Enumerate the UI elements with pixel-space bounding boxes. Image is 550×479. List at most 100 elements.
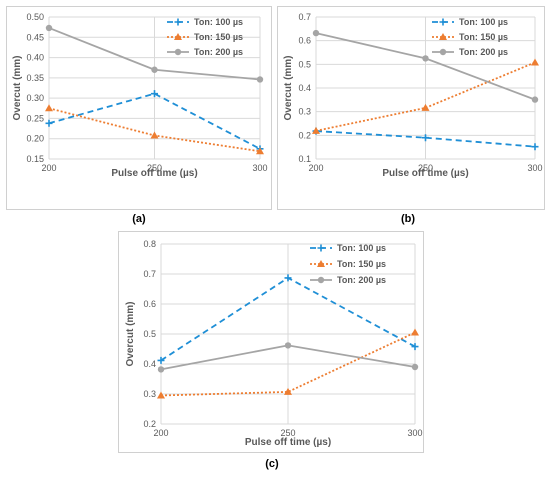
- data-point: [45, 24, 53, 32]
- data-point: [150, 131, 159, 139]
- y-tick-label: 0.7: [143, 269, 156, 279]
- data-point: [312, 29, 320, 37]
- y-tick-label: 0.25: [26, 113, 44, 123]
- series-3: [45, 24, 264, 83]
- panel-label-c: (c): [265, 458, 279, 470]
- y-tick-label: 0.45: [26, 32, 44, 42]
- y-tick-label: 0.3: [298, 107, 311, 117]
- legend-marker: [317, 244, 325, 252]
- legend-marker: [174, 48, 182, 56]
- legend-marker: [439, 33, 447, 40]
- y-tick-label: 0.5: [298, 59, 311, 69]
- data-point: [312, 126, 320, 134]
- x-tick-label: 250: [147, 163, 162, 173]
- data-point: [531, 96, 539, 103]
- legend-marker: [174, 18, 182, 26]
- series-3: [157, 342, 419, 373]
- y-tick-label: 0.6: [143, 299, 156, 309]
- x-tick-label: 200: [308, 163, 323, 173]
- chart-panel-a: 0.15 0.20 0.25 0.30 0.35 0.40 0.45 0.50 200 250 30…: [6, 6, 272, 210]
- series-line: [160, 331, 416, 397]
- y-tick-label: 0.5: [143, 329, 156, 339]
- data-point: [45, 119, 53, 127]
- chart-c-svg: 0.2 0.3 0.4 0.5 0.6 0.7 0.8 200 250 300 Pulse off …: [125, 239, 423, 448]
- legend-label: Ton: 100 µs: [337, 243, 386, 253]
- legend-label: Ton: 150 µs: [459, 32, 508, 42]
- data-point: [284, 342, 292, 349]
- legend-marker: [439, 18, 447, 26]
- y-tick-label: 0.35: [26, 73, 44, 83]
- legend-label: Ton: 150 µs: [337, 259, 386, 269]
- data-point: [531, 58, 539, 66]
- x-tick-label: 300: [527, 163, 542, 173]
- y-tick-label: 0.7: [298, 12, 311, 22]
- legend-entry-2: Ton: 150 µs: [167, 32, 243, 42]
- legend-label: Ton: 200 µs: [459, 47, 508, 57]
- legend-marker: [174, 33, 182, 40]
- data-point: [411, 328, 419, 336]
- data-point: [422, 134, 429, 142]
- data-point: [284, 387, 292, 395]
- series-1: [157, 274, 419, 364]
- x-axis-label: Pulse off time (µs): [111, 168, 197, 179]
- x-tick-label: 200: [41, 163, 56, 173]
- legend-entry-3: Ton: 200 µs: [310, 275, 386, 285]
- data-point: [411, 343, 419, 351]
- y-tick-label: 0.8: [143, 239, 156, 249]
- y-tick-label: 0.50: [26, 12, 44, 22]
- series-2: [312, 58, 539, 134]
- y-tick-label: 0.4: [298, 83, 311, 93]
- y-tick-label: 0.4: [143, 359, 156, 369]
- legend-marker: [317, 260, 325, 267]
- data-point: [421, 103, 430, 111]
- legend-label: Ton: 100 µs: [459, 17, 508, 27]
- data-point: [256, 76, 264, 83]
- data-point: [422, 55, 429, 62]
- y-tick-label: 0.20: [26, 134, 44, 144]
- legend-label: Ton: 150 µs: [194, 32, 243, 42]
- x-axis-label: Pulse off time (µs): [245, 437, 331, 448]
- y-tick-label: 0.2: [298, 130, 311, 140]
- legend-entry-2: Ton: 150 µs: [432, 32, 508, 42]
- legend-marker: [439, 48, 447, 56]
- y-tick-label: 0.40: [26, 53, 44, 63]
- data-point: [256, 147, 264, 155]
- legend-entry-3: Ton: 200 µs: [167, 47, 243, 57]
- data-point: [531, 143, 539, 151]
- data-point: [157, 356, 165, 364]
- y-tick-label: 0.1: [298, 154, 311, 164]
- x-tick-label: 300: [407, 428, 422, 438]
- chart-b-svg: 0.1 0.2 0.3 0.4 0.5 0.6 0.7 200 250 300 Pulse off …: [283, 12, 543, 179]
- series-line: [315, 61, 536, 132]
- series-line: [315, 130, 536, 148]
- chart-panel-c: 0.2 0.3 0.4 0.5 0.6 0.7 0.8 200 250 300 Pulse off …: [118, 231, 424, 453]
- x-axis-label: Pulse off time (µs): [382, 168, 468, 179]
- data-point: [157, 391, 165, 399]
- legend-entry-1: Ton: 100 µs: [432, 17, 508, 27]
- y-axis-label: Overcut (mm): [125, 301, 136, 366]
- data-point: [284, 274, 292, 282]
- data-point: [411, 363, 419, 371]
- legend-entry-2: Ton: 150 µs: [310, 259, 386, 269]
- chart-a-svg: 0.15 0.20 0.25 0.30 0.35 0.40 0.45 0.50 200 250 30…: [12, 12, 268, 179]
- y-tick-label: 0.6: [298, 36, 311, 46]
- panel-label-a: (a): [132, 213, 146, 225]
- legend-entry-1: Ton: 100 µs: [310, 243, 386, 253]
- data-point: [157, 366, 165, 373]
- x-tick-label: 300: [252, 163, 267, 173]
- legend-entry-1: Ton: 100 µs: [167, 17, 243, 27]
- legend-marker: [317, 276, 325, 284]
- y-axis-label: Overcut (mm): [12, 55, 23, 120]
- data-point: [151, 90, 158, 98]
- series-3: [312, 29, 539, 103]
- chart-panel-b: 0.1 0.2 0.3 0.4 0.5 0.6 0.7 200 250 300 Pulse off …: [277, 6, 545, 210]
- data-point: [45, 104, 53, 112]
- series-2: [45, 104, 264, 155]
- x-tick-label: 250: [280, 428, 295, 438]
- series-2: [157, 328, 419, 399]
- panel-label-b: (b): [400, 213, 416, 225]
- y-tick-label: 0.30: [26, 93, 44, 103]
- y-tick-label: 0.3: [143, 389, 156, 399]
- y-axis-label: Overcut (mm): [283, 55, 294, 120]
- legend-label: Ton: 200 µs: [194, 47, 243, 57]
